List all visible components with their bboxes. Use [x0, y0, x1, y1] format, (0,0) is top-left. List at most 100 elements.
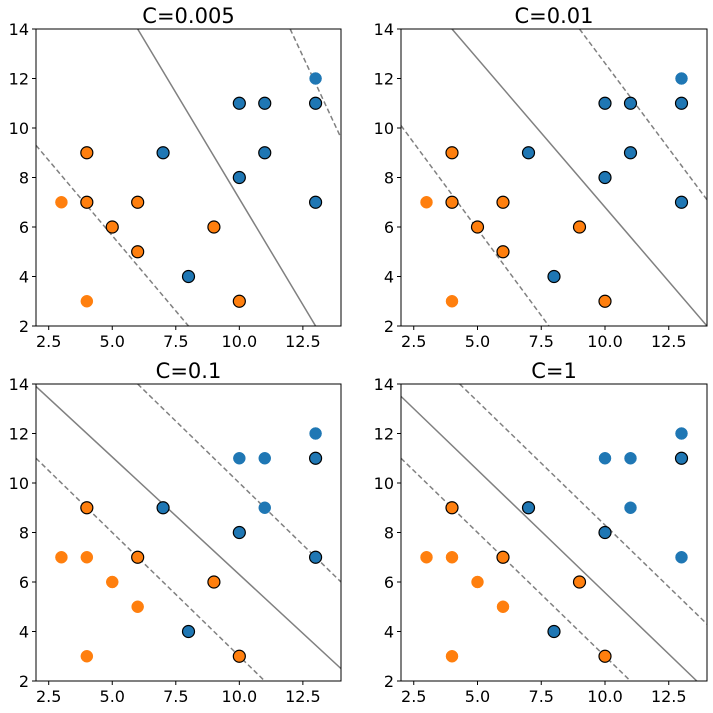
point-class-blue	[258, 501, 271, 514]
scatter-points	[420, 72, 689, 308]
point-class-blue	[521, 146, 536, 160]
point-class-orange	[131, 550, 145, 564]
point-class-blue	[675, 427, 688, 440]
point-class-blue	[308, 96, 323, 110]
x-tick-label: 5.0	[100, 332, 125, 351]
subplot-title: C=0.005	[142, 4, 234, 28]
point-class-orange	[470, 220, 485, 234]
point-class-orange	[131, 245, 145, 259]
point-class-blue	[598, 96, 612, 110]
point-class-blue	[258, 452, 271, 465]
point-class-blue	[674, 451, 689, 465]
y-tick-label: 14	[9, 375, 29, 394]
x-tick-label: 5.0	[465, 332, 490, 351]
point-class-blue	[623, 96, 638, 110]
point-class-orange	[80, 650, 94, 663]
x-tick-label: 10.0	[587, 687, 623, 706]
point-class-orange	[420, 551, 433, 564]
y-tick-label: 2	[19, 672, 29, 691]
point-class-orange	[131, 195, 145, 209]
point-class-orange	[496, 195, 510, 209]
point-class-blue	[232, 170, 246, 185]
point-class-blue	[258, 96, 272, 110]
point-class-blue	[675, 72, 688, 85]
point-class-orange	[232, 649, 246, 663]
point-class-orange	[80, 146, 94, 160]
margin-line	[459, 384, 707, 625]
point-class-orange	[106, 575, 119, 589]
point-class-blue	[309, 72, 322, 85]
point-class-blue	[624, 452, 637, 465]
x-tick-label: 7.5	[529, 687, 554, 706]
margin-line	[36, 457, 266, 681]
subplot-4: 2.5 5.0 7.5 10.0 12.5 2 4 6 8 10 12 14 C=1	[374, 359, 708, 706]
subplot-2: 2.5 5.0 7.5 10.0 12.5 2 4 6 8 10 12 14 C=0.01	[374, 4, 708, 351]
y-tick-label: 12	[9, 70, 29, 89]
y-tick-label: 8	[384, 524, 394, 543]
y-tick-label: 12	[9, 425, 29, 444]
x-tick-label: 7.5	[529, 332, 554, 351]
point-class-blue	[547, 624, 561, 639]
y-tick-label: 6	[384, 218, 394, 237]
decision-boundary-line	[137, 29, 317, 326]
scatter-points	[55, 427, 323, 663]
y-tick-label: 2	[384, 317, 394, 336]
point-class-orange	[445, 295, 459, 308]
subplot-1: 2.5 5.0 7.5 10.0 12.5 2 4 6 8 10 12 14 C=0.005	[9, 4, 342, 351]
subplot-3: 2.5 5.0 7.5 10.0 12.5 2 4 6 8 10 12 14 C=0.1	[9, 359, 342, 706]
margin-line	[401, 457, 632, 681]
y-tick-label: 8	[384, 169, 394, 188]
point-class-orange	[131, 600, 144, 613]
y-tick-label: 10	[374, 474, 394, 493]
point-class-blue	[624, 501, 637, 514]
y-tick-label: 14	[374, 375, 394, 394]
y-tick-label: 6	[19, 218, 29, 237]
decision-boundary-line	[451, 29, 707, 326]
point-class-orange	[105, 220, 119, 234]
point-class-orange	[80, 501, 94, 515]
subplot-title: C=0.01	[514, 4, 593, 28]
x-tick-label: 10.0	[222, 687, 258, 706]
margin-line	[137, 384, 341, 583]
x-tick-label: 2.5	[401, 687, 426, 706]
y-tick-label: 4	[19, 268, 29, 287]
y-tick-label: 8	[19, 169, 29, 188]
point-class-orange	[55, 551, 68, 564]
y-tick-label: 14	[9, 20, 29, 39]
y-tick-label: 4	[384, 623, 394, 642]
point-class-blue	[598, 170, 612, 185]
x-tick-label: 10.0	[587, 332, 623, 351]
point-class-orange	[496, 550, 510, 564]
point-class-blue	[674, 96, 689, 110]
point-class-orange	[445, 195, 459, 209]
margin-line	[578, 29, 707, 201]
x-tick-label: 12.5	[285, 332, 321, 351]
point-class-orange	[80, 295, 94, 308]
x-tick-label: 12.5	[651, 332, 687, 351]
point-class-orange	[598, 294, 612, 308]
x-tick-label: 2.5	[36, 687, 61, 706]
x-tick-label: 10.0	[222, 332, 258, 351]
decision-boundary-line	[36, 385, 341, 670]
point-class-orange	[232, 294, 246, 308]
point-class-orange	[445, 650, 459, 663]
scatter-points	[55, 72, 323, 308]
point-class-blue	[308, 451, 323, 465]
point-class-blue	[233, 452, 246, 465]
point-class-blue	[258, 146, 272, 160]
x-tick-label: 12.5	[285, 687, 321, 706]
x-tick-label: 7.5	[163, 332, 188, 351]
point-class-orange	[572, 220, 587, 234]
point-class-orange	[572, 575, 587, 589]
point-class-blue	[232, 96, 246, 110]
y-tick-label: 10	[374, 119, 394, 138]
point-class-orange	[80, 551, 94, 564]
y-tick-label: 4	[384, 268, 394, 287]
point-class-orange	[445, 551, 459, 564]
point-class-blue	[598, 452, 612, 465]
y-tick-label: 6	[384, 573, 394, 592]
point-class-orange	[80, 195, 94, 209]
x-tick-label: 2.5	[36, 332, 61, 351]
x-tick-label: 7.5	[163, 687, 188, 706]
